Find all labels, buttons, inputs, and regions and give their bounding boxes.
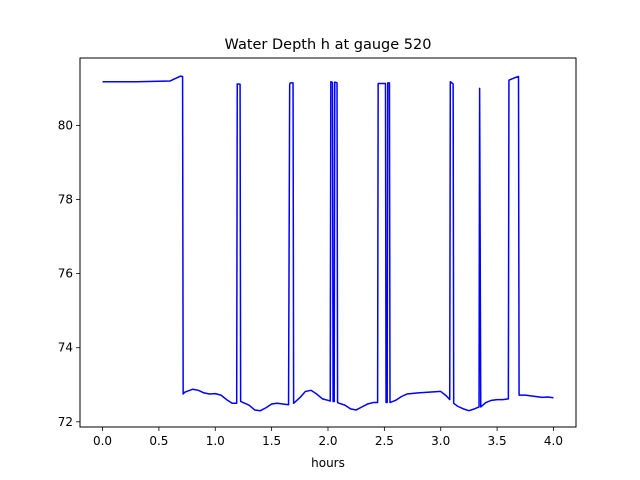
x-tick-label: 2.5 xyxy=(375,434,394,448)
x-tick-label: 4.0 xyxy=(544,434,563,448)
x-tick-label: 3.5 xyxy=(488,434,507,448)
x-axis-label: hours xyxy=(311,456,345,470)
x-tick-label: 0.0 xyxy=(93,434,112,448)
x-tick-label: 1.5 xyxy=(262,434,281,448)
y-tick-label: 72 xyxy=(58,415,73,429)
y-tick-label: 76 xyxy=(58,267,73,281)
x-tick-label: 0.5 xyxy=(149,434,168,448)
x-axis: 0.0 0.5 1.0 1.5 2.0 2.5 3.0 3.5 4.0 xyxy=(93,427,563,448)
series-line-0 xyxy=(102,75,554,412)
chart-title: Water Depth h at gauge 520 xyxy=(225,37,432,53)
x-tick-label: 1.0 xyxy=(206,434,225,448)
y-tick-label: 80 xyxy=(58,118,73,132)
x-tick-label: 2.0 xyxy=(318,434,337,448)
y-tick-label: 74 xyxy=(58,341,73,355)
x-tick-label: 3.0 xyxy=(431,434,450,448)
y-axis: 72 74 76 78 80 xyxy=(58,118,80,429)
y-tick-label: 78 xyxy=(58,193,73,207)
